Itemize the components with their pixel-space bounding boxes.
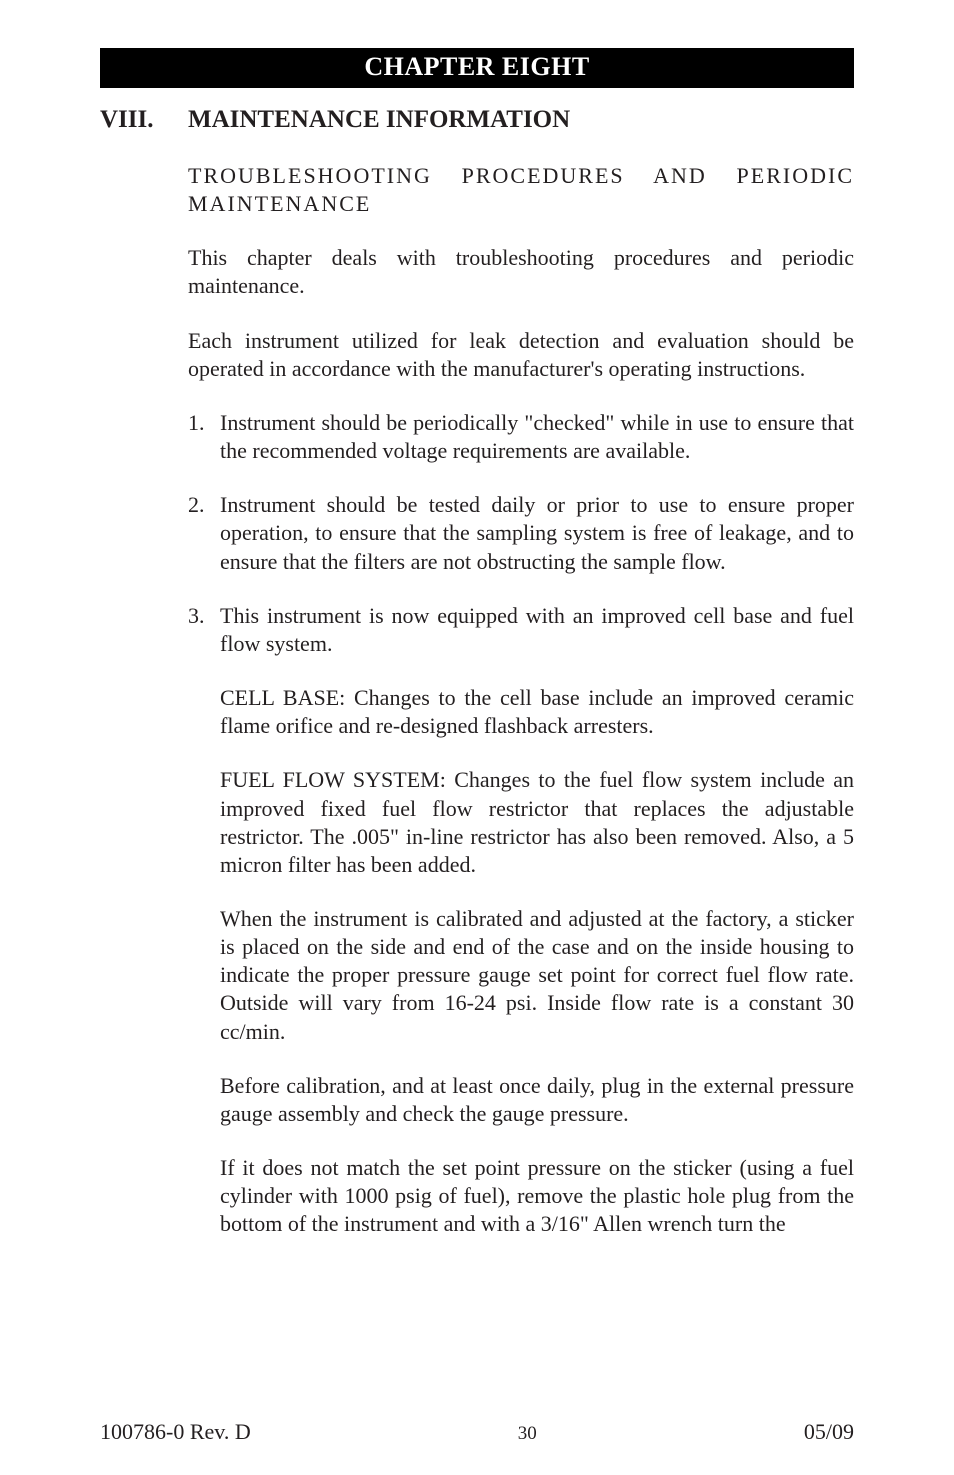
list-item-2: 2. Instrument should be tested daily or …	[188, 491, 854, 575]
list-number: 2.	[188, 491, 220, 575]
list-text: Instrument should be periodically "check…	[220, 409, 854, 465]
intro-paragraph-2: Each instrument utilized for leak detect…	[188, 327, 854, 383]
list-item-1: 1. Instrument should be periodically "ch…	[188, 409, 854, 465]
list-number: 3.	[188, 602, 220, 658]
footer-page-number: 30	[518, 1423, 537, 1445]
cellbase-paragraph: CELL BASE: Changes to the cell base incl…	[220, 684, 854, 740]
content-body: TROUBLESHOOTING PROCEDURES AND PERIODIC …	[188, 162, 854, 1239]
section-numeral: VIII.	[100, 106, 188, 134]
before-calibration-paragraph: Before calibration, and at least once da…	[220, 1072, 854, 1128]
fuelflow-paragraph: FUEL FLOW SYSTEM: Changes to the fuel fl…	[220, 766, 854, 879]
calibration-paragraph: When the instrument is calibrated and ad…	[220, 905, 854, 1046]
footer-date: 05/09	[804, 1419, 854, 1445]
subheading: TROUBLESHOOTING PROCEDURES AND PERIODIC …	[188, 162, 854, 218]
list-item-3: 3. This instrument is now equipped with …	[188, 602, 854, 658]
chapter-banner: CHAPTER EIGHT	[100, 48, 854, 88]
footer-doc-id: 100786-0 Rev. D	[100, 1419, 251, 1445]
section-heading: VIII. MAINTENANCE INFORMATION	[100, 106, 854, 134]
list-text: This instrument is now equipped with an …	[220, 602, 854, 658]
no-match-paragraph: If it does not match the set point press…	[220, 1154, 854, 1238]
intro-paragraph-1: This chapter deals with troubleshooting …	[188, 244, 854, 300]
page-footer: 100786-0 Rev. D 30 05/09	[100, 1419, 854, 1445]
list-text: Instrument should be tested daily or pri…	[220, 491, 854, 575]
list-number: 1.	[188, 409, 220, 465]
section-title: MAINTENANCE INFORMATION	[188, 106, 570, 134]
